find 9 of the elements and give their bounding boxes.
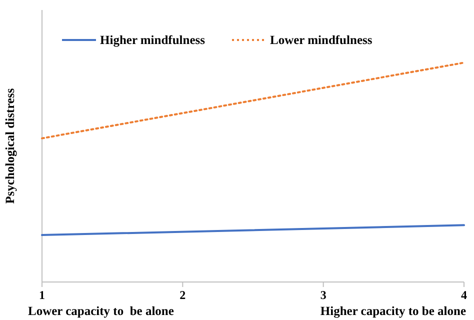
- text: Lower capacity to be alone: [28, 304, 174, 318]
- x-tick-label: 3: [320, 288, 326, 302]
- y-axis-title: Psychological distress: [3, 88, 17, 204]
- text: Higher capacity to be alone: [320, 304, 466, 318]
- x-tick-label: 2: [180, 288, 186, 302]
- legend-label: Lower mindfulness: [270, 33, 372, 47]
- x-tick-label: 1: [39, 288, 45, 302]
- legend-label: Higher mindfulness: [100, 33, 206, 47]
- x-tick-label: 4: [461, 288, 467, 302]
